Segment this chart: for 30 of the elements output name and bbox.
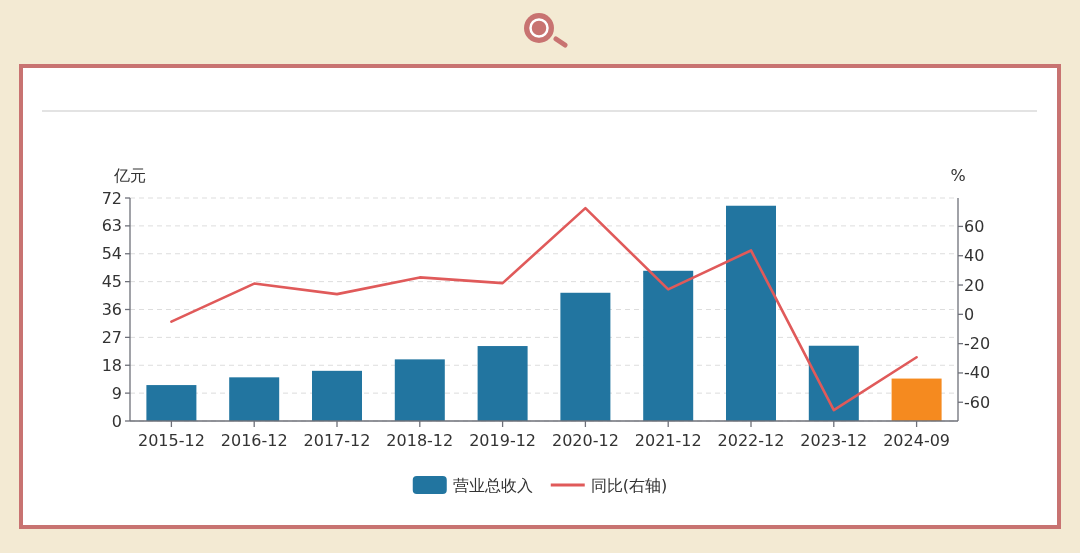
- y2-tick-label: 40: [964, 246, 985, 266]
- y-tick-label: 45: [101, 272, 122, 292]
- y-tick-label: 9: [111, 383, 122, 403]
- y2-tick-label: 0: [964, 304, 975, 324]
- x-tick-label: 2020-12: [551, 431, 619, 450]
- x-tick-label: 2017-12: [303, 431, 371, 450]
- y-tick-label: 18: [101, 355, 122, 375]
- x-tick-label: 2022-12: [717, 431, 785, 450]
- y-axis-title: 亿元: [113, 166, 146, 185]
- y2-tick-label: 20: [964, 275, 985, 295]
- x-tick-label: 2023-12: [800, 431, 868, 450]
- y-tick-label: 27: [101, 327, 122, 347]
- legend-label: 同比(右轴): [590, 475, 668, 495]
- y-tick-label: 36: [101, 300, 122, 319]
- y2-axis-title: %: [950, 166, 966, 185]
- y-tick-label: 0: [111, 411, 122, 431]
- y-tick-label: 63: [101, 216, 122, 236]
- y-tick-label: 54: [101, 244, 122, 264]
- y2-tick-label: -60: [964, 392, 991, 412]
- x-tick-label: 2024-09: [883, 431, 951, 450]
- x-tick-label: 2021-12: [634, 431, 702, 450]
- legend-label: 营业总收入: [452, 475, 533, 495]
- y2-tick-label: 60: [964, 216, 985, 236]
- x-tick-label: 2016-12: [220, 431, 288, 450]
- x-tick-label: 2015-12: [137, 431, 205, 450]
- x-tick-label: 2019-12: [469, 431, 537, 450]
- y-tick-label: 72: [101, 188, 122, 208]
- y2-tick-label: -20: [964, 334, 991, 354]
- x-tick-label: 2018-12: [386, 431, 454, 450]
- y2-tick-label: -40: [964, 363, 991, 383]
